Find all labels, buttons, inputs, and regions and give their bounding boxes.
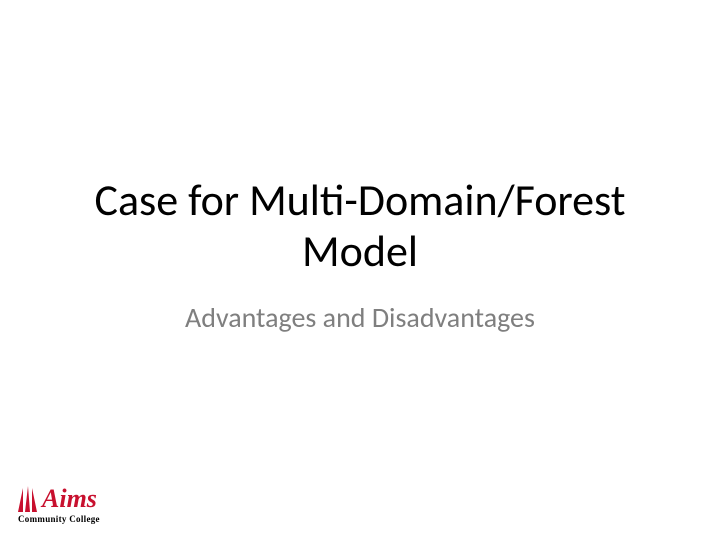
logo-main: Aims <box>16 484 100 514</box>
slide-title: Case for Multi-Domain/Forest Model <box>60 175 660 276</box>
slide-subtitle: Advantages and Disadvantages <box>185 300 535 335</box>
logo-tagline: Community College <box>18 514 100 524</box>
logo-area: Aims Community College <box>16 484 100 524</box>
logo-mark-icon <box>16 484 38 514</box>
content-area: Case for Multi-Domain/Forest Model Advan… <box>0 0 720 540</box>
logo-brand-text: Aims <box>42 486 97 512</box>
slide-container: Case for Multi-Domain/Forest Model Advan… <box>0 0 720 540</box>
